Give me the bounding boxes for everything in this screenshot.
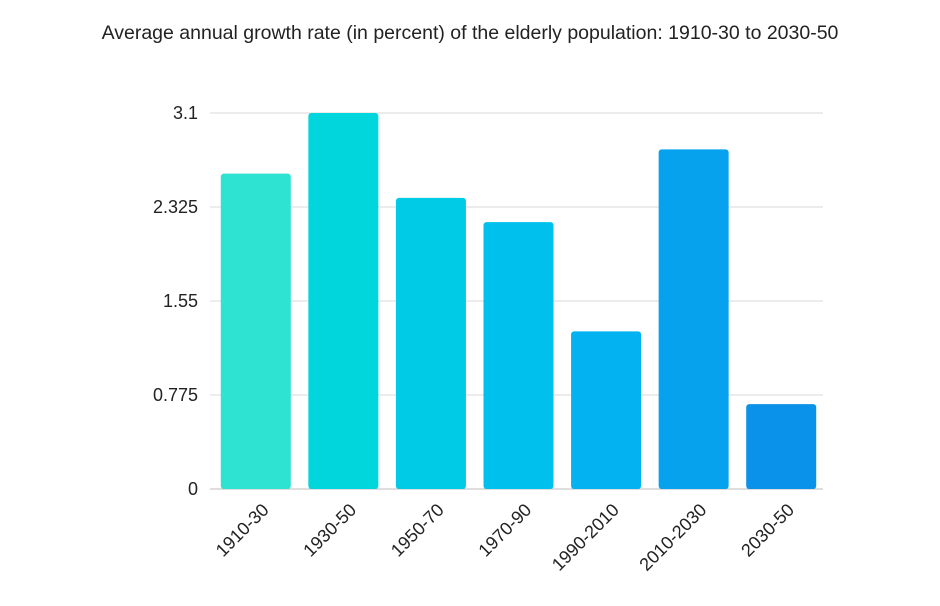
bar-2010-2030: [658, 149, 729, 490]
x-tick-label: 1990-2010: [548, 500, 623, 575]
bar-1910-30: [220, 173, 291, 490]
bar-2030-50: [746, 404, 817, 489]
y-tick-label: 0: [188, 479, 198, 499]
x-tick-label: 1950-70: [387, 500, 448, 561]
x-tick-label: 1970-90: [474, 500, 535, 561]
chart-title: Average annual growth rate (in percent) …: [101, 22, 839, 44]
x-tick-label: 1910-30: [212, 500, 273, 561]
x-tick-label: 1930-50: [299, 500, 360, 561]
bar-1930-50: [308, 113, 379, 489]
y-tick-label: 1.55: [163, 291, 198, 311]
x-axis-labels: 1910-30 1930-50 1950-70 1970-90 1990-2010 201…: [212, 500, 798, 575]
x-tick-label: 2030-50: [737, 500, 798, 561]
y-tick-label: 2.325: [153, 197, 198, 217]
y-tick-label: 3.1: [173, 103, 198, 123]
y-axis-ticks: 0 0.775 1.55 2.325 3.1: [153, 103, 198, 499]
x-tick-label: 2010-2030: [635, 500, 710, 575]
bar-1970-90: [483, 222, 554, 489]
bars: [220, 113, 817, 490]
y-tick-label: 0.775: [153, 385, 198, 405]
bar-1950-70: [395, 197, 466, 489]
bar-1990-2010: [571, 331, 642, 489]
